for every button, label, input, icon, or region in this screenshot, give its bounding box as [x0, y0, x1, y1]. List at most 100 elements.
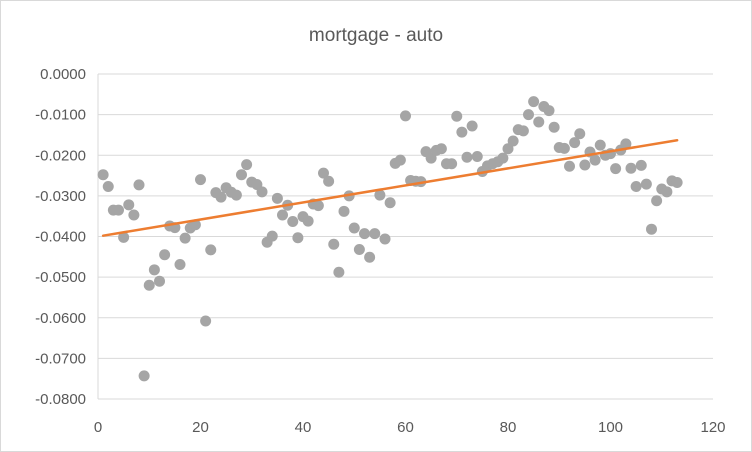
data-point [451, 110, 463, 122]
data-point [179, 232, 191, 244]
y-tick-label: -0.0200 [35, 147, 86, 164]
data-point [523, 109, 534, 121]
data-point [230, 189, 242, 201]
data-point [174, 259, 186, 271]
y-tick-label: -0.0300 [35, 188, 86, 205]
data-point [466, 120, 478, 132]
data-point [333, 266, 345, 278]
data-point [558, 142, 570, 154]
x-tick-label: 20 [192, 419, 209, 436]
data-point [528, 96, 540, 108]
data-point [630, 181, 642, 193]
data-point [328, 238, 340, 250]
y-tick-label: -0.0700 [35, 350, 86, 367]
data-point [148, 264, 160, 276]
data-point [271, 192, 283, 204]
data-point [625, 162, 637, 174]
x-tick-label: 80 [500, 419, 517, 436]
data-point [113, 204, 124, 216]
data-point [635, 159, 647, 171]
y-tick-label: -0.0400 [35, 229, 86, 246]
data-point [102, 181, 114, 193]
data-point [312, 200, 324, 212]
data-point [574, 128, 586, 140]
data-point [348, 222, 360, 234]
data-point [359, 228, 370, 240]
data-point [200, 315, 212, 327]
data-point [195, 174, 206, 186]
data-point [353, 244, 365, 255]
y-axis-tick-labels: 0.0000 -0.0100 -0.0200 -0.0300 -0.0400 -0.050… [35, 66, 86, 408]
data-point [154, 275, 165, 287]
trendline-layer [101, 138, 679, 237]
data-point [241, 159, 253, 171]
data-point [502, 143, 514, 155]
data-point [266, 230, 278, 242]
x-tick-label: 120 [700, 419, 725, 436]
data-point [379, 233, 391, 245]
data-point [646, 223, 657, 235]
data-point [302, 215, 314, 227]
data-point [589, 154, 601, 166]
linear-trendline [101, 138, 679, 237]
data-point [640, 178, 652, 190]
data-point [435, 143, 447, 155]
data-point [425, 152, 437, 164]
data-points [97, 96, 683, 382]
data-point [533, 116, 545, 128]
data-point [364, 251, 376, 263]
data-point [471, 150, 483, 162]
data-point [374, 189, 386, 201]
data-point [143, 279, 155, 291]
data-point [323, 175, 335, 187]
data-point [97, 169, 109, 181]
data-point [384, 197, 396, 209]
data-point [128, 209, 140, 221]
data-point [215, 191, 227, 203]
data-point [620, 138, 632, 150]
x-tick-label: 0 [94, 419, 102, 436]
data-point [661, 186, 673, 198]
data-point [564, 160, 575, 172]
data-point [461, 151, 473, 163]
data-point [318, 167, 329, 179]
data-point [456, 126, 468, 138]
data-point [394, 154, 406, 166]
data-point [256, 186, 268, 198]
data-point [369, 228, 381, 240]
x-tick-label: 40 [295, 419, 312, 436]
data-point [205, 244, 217, 256]
y-tick-label: -0.0500 [35, 269, 86, 286]
data-point [543, 105, 555, 117]
data-point [277, 209, 288, 221]
data-point [287, 215, 299, 227]
data-point [507, 135, 519, 147]
data-point [651, 195, 663, 207]
y-tick-label: 0.0000 [40, 66, 86, 83]
gridlines [98, 73, 713, 400]
y-tick-label: -0.0800 [35, 391, 86, 408]
data-point [138, 370, 150, 382]
data-point [517, 125, 529, 137]
data-point [133, 179, 145, 191]
data-point [159, 249, 171, 261]
data-point [569, 137, 581, 149]
data-point [671, 176, 683, 188]
y-tick-label: -0.0600 [35, 310, 86, 327]
data-point [338, 205, 350, 217]
data-point [610, 163, 622, 175]
data-point [579, 159, 591, 171]
data-point [594, 139, 606, 151]
data-point [497, 152, 509, 164]
chart-title: mortgage - auto [309, 25, 443, 46]
x-tick-label: 100 [598, 419, 623, 436]
x-tick-label: 60 [397, 419, 414, 436]
data-point [446, 158, 458, 170]
data-point [548, 121, 560, 133]
data-point [118, 231, 130, 243]
data-point [292, 232, 304, 244]
x-axis-tick-labels: 0 20 40 60 80 100 120 [94, 419, 726, 436]
data-point [236, 169, 247, 181]
data-point [123, 199, 135, 211]
